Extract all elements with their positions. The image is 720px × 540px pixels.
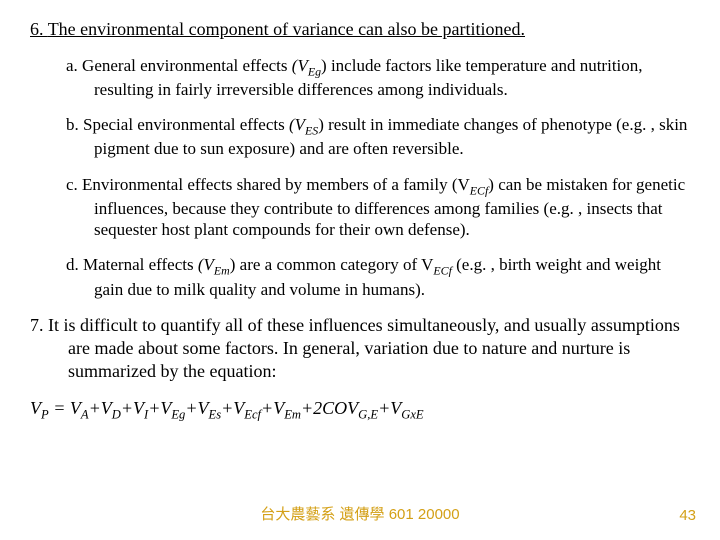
- a-var: (V: [292, 56, 308, 75]
- a-sub: Eg: [308, 64, 321, 78]
- d-mid: ) are a common category of V: [230, 255, 434, 274]
- b-sub: ES: [305, 123, 318, 137]
- sub-d: d. Maternal effects (VEm) are a common c…: [30, 254, 690, 300]
- d-var: (V: [198, 255, 214, 274]
- c-label: c.: [66, 175, 78, 194]
- eq-lhs: V: [30, 398, 41, 418]
- sub-c: c. Environmental effects shared by membe…: [30, 174, 690, 241]
- eq-rhs: VA+VD+VI+VEg+VEs+VEcf+VEm+2COVG,E+VGxE: [70, 398, 424, 418]
- pt6-text: The environmental component of variance …: [48, 19, 525, 39]
- pt7-text: It is difficult to quantify all of these…: [48, 315, 680, 381]
- c-pre: Environmental effects shared by members …: [82, 175, 470, 194]
- b-pre: Special environmental effects: [83, 115, 289, 134]
- eq-eq: =: [49, 398, 70, 418]
- b-var: (V: [289, 115, 305, 134]
- d-sub2: ECf: [433, 264, 452, 278]
- point-7: 7. It is difficult to quantify all of th…: [30, 314, 690, 383]
- a-label: a.: [66, 56, 78, 75]
- sub-a: a. General environmental effects (VEg) i…: [30, 55, 690, 101]
- pt7-num: 7.: [30, 315, 44, 335]
- a-pre: General environmental effects: [82, 56, 292, 75]
- equation: VP = VA+VD+VI+VEg+VEs+VEcf+VEm+2COVG,E+V…: [30, 397, 690, 423]
- eq-lhs-sub: P: [41, 408, 49, 422]
- point-6: 6. The environmental component of varian…: [30, 18, 690, 41]
- pt6-num: 6.: [30, 19, 44, 39]
- d-sub: Em: [214, 264, 230, 278]
- d-label: d.: [66, 255, 79, 274]
- d-pre: Maternal effects: [83, 255, 198, 274]
- footer-center: 台大農藝系 遺傳學 601 20000: [0, 503, 720, 524]
- sub-b: b. Special environmental effects (VES) r…: [30, 114, 690, 160]
- b-label: b.: [66, 115, 79, 134]
- slide: 6. The environmental component of varian…: [0, 0, 720, 540]
- c-sub: ECf: [470, 183, 489, 197]
- footer-page-number: 43: [679, 507, 696, 524]
